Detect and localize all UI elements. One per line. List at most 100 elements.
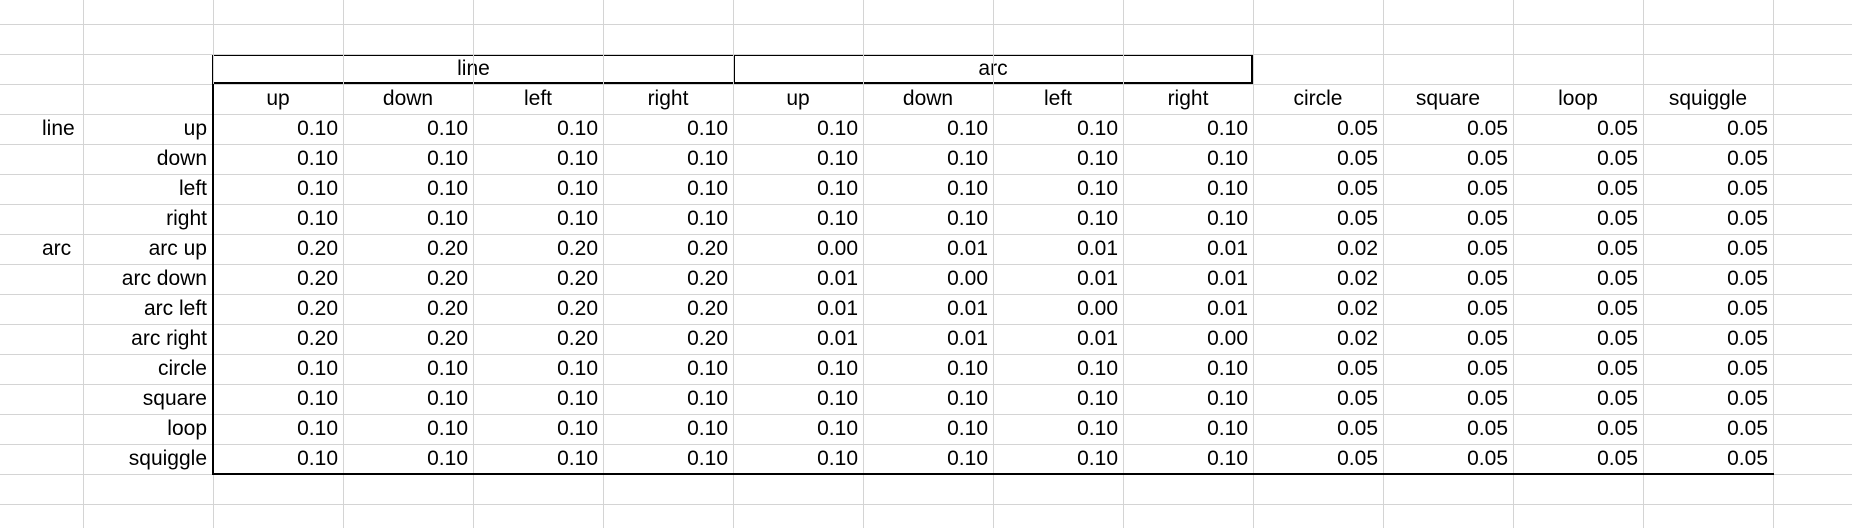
table-cell[interactable]: 0.05 — [1643, 234, 1773, 264]
column-header[interactable]: down — [863, 84, 993, 114]
table-cell[interactable]: 0.10 — [213, 354, 343, 384]
table-cell[interactable]: 0.10 — [343, 144, 473, 174]
table-cell[interactable]: 0.05 — [1383, 264, 1513, 294]
table-cell[interactable]: 0.05 — [1253, 114, 1383, 144]
table-cell[interactable]: 0.10 — [213, 174, 343, 204]
table-cell[interactable]: 0.10 — [863, 114, 993, 144]
table-cell[interactable]: 0.10 — [473, 354, 603, 384]
table-cell[interactable]: 0.10 — [1123, 384, 1253, 414]
column-header[interactable]: right — [603, 84, 733, 114]
table-cell[interactable]: 0.05 — [1253, 354, 1383, 384]
table-cell[interactable]: 0.01 — [993, 324, 1123, 354]
row-header[interactable]: left — [83, 174, 213, 204]
table-cell[interactable]: 0.20 — [213, 264, 343, 294]
table-cell[interactable]: 0.05 — [1513, 144, 1643, 174]
column-header[interactable]: loop — [1513, 84, 1643, 114]
table-cell[interactable]: 0.10 — [213, 444, 343, 474]
row-header[interactable]: circle — [83, 354, 213, 384]
table-cell[interactable]: 0.05 — [1643, 324, 1773, 354]
table-cell[interactable]: 0.00 — [993, 294, 1123, 324]
table-cell[interactable]: 0.05 — [1383, 114, 1513, 144]
table-cell[interactable]: 0.20 — [603, 294, 733, 324]
table-cell[interactable]: 0.10 — [603, 204, 733, 234]
table-cell[interactable]: 0.10 — [603, 414, 733, 444]
table-cell[interactable]: 0.10 — [213, 114, 343, 144]
table-cell[interactable]: 0.05 — [1383, 354, 1513, 384]
table-cell[interactable]: 0.10 — [213, 204, 343, 234]
table-cell[interactable]: 0.10 — [733, 444, 863, 474]
table-cell[interactable]: 0.20 — [473, 234, 603, 264]
column-header[interactable]: right — [1123, 84, 1253, 114]
column-header[interactable]: left — [473, 84, 603, 114]
column-header[interactable]: up — [733, 84, 863, 114]
table-cell[interactable]: 0.05 — [1513, 264, 1643, 294]
table-cell[interactable]: 0.10 — [343, 444, 473, 474]
table-cell[interactable]: 0.05 — [1513, 204, 1643, 234]
table-cell[interactable]: 0.01 — [733, 264, 863, 294]
table-cell[interactable]: 0.10 — [993, 114, 1123, 144]
table-cell[interactable]: 0.05 — [1643, 204, 1773, 234]
table-cell[interactable]: 0.05 — [1253, 144, 1383, 174]
table-cell[interactable]: 0.05 — [1643, 354, 1773, 384]
table-cell[interactable]: 0.10 — [863, 414, 993, 444]
table-cell[interactable]: 0.10 — [863, 204, 993, 234]
table-cell[interactable]: 0.05 — [1643, 444, 1773, 474]
column-header[interactable]: left — [993, 84, 1123, 114]
table-cell[interactable]: 0.20 — [343, 264, 473, 294]
table-cell[interactable]: 0.05 — [1253, 444, 1383, 474]
table-cell[interactable]: 0.10 — [603, 354, 733, 384]
table-cell[interactable]: 0.20 — [603, 264, 733, 294]
table-cell[interactable]: 0.05 — [1513, 114, 1643, 144]
table-cell[interactable]: 0.10 — [863, 144, 993, 174]
table-cell[interactable]: 0.10 — [733, 384, 863, 414]
table-cell[interactable]: 0.10 — [473, 444, 603, 474]
table-cell[interactable]: 0.20 — [343, 234, 473, 264]
row-group-label[interactable]: arc — [0, 234, 83, 264]
table-cell[interactable]: 0.05 — [1513, 384, 1643, 414]
table-cell[interactable]: 0.05 — [1643, 144, 1773, 174]
row-header[interactable]: right — [83, 204, 213, 234]
table-cell[interactable]: 0.05 — [1513, 444, 1643, 474]
table-cell[interactable]: 0.05 — [1253, 414, 1383, 444]
table-cell[interactable]: 0.05 — [1383, 294, 1513, 324]
table-cell[interactable]: 0.01 — [863, 234, 993, 264]
table-cell[interactable]: 0.05 — [1643, 264, 1773, 294]
table-cell[interactable]: 0.10 — [993, 204, 1123, 234]
table-cell[interactable]: 0.20 — [213, 294, 343, 324]
table-cell[interactable]: 0.05 — [1383, 204, 1513, 234]
table-cell[interactable]: 0.10 — [473, 114, 603, 144]
table-cell[interactable]: 0.10 — [1123, 444, 1253, 474]
table-cell[interactable]: 0.10 — [863, 174, 993, 204]
table-cell[interactable]: 0.20 — [603, 324, 733, 354]
table-cell[interactable]: 0.10 — [473, 414, 603, 444]
table-cell[interactable]: 0.05 — [1383, 444, 1513, 474]
column-header[interactable]: up — [213, 84, 343, 114]
table-cell[interactable]: 0.01 — [1123, 234, 1253, 264]
table-cell[interactable]: 0.05 — [1253, 204, 1383, 234]
table-cell[interactable]: 0.05 — [1643, 114, 1773, 144]
table-cell[interactable]: 0.10 — [473, 204, 603, 234]
table-cell[interactable]: 0.01 — [993, 264, 1123, 294]
table-cell[interactable]: 0.01 — [1123, 294, 1253, 324]
table-cell[interactable]: 0.10 — [603, 114, 733, 144]
table-cell[interactable]: 0.10 — [1123, 114, 1253, 144]
table-cell[interactable]: 0.10 — [733, 354, 863, 384]
table-cell[interactable]: 0.10 — [1123, 204, 1253, 234]
table-cell[interactable]: 0.05 — [1513, 324, 1643, 354]
table-cell[interactable]: 0.05 — [1513, 234, 1643, 264]
table-cell[interactable]: 0.20 — [603, 234, 733, 264]
row-header[interactable]: arc left — [83, 294, 213, 324]
table-cell[interactable]: 0.10 — [473, 174, 603, 204]
table-cell[interactable]: 0.10 — [343, 414, 473, 444]
table-cell[interactable]: 0.20 — [213, 234, 343, 264]
row-header[interactable]: down — [83, 144, 213, 174]
table-cell[interactable]: 0.05 — [1643, 294, 1773, 324]
table-cell[interactable]: 0.02 — [1253, 324, 1383, 354]
row-header[interactable]: arc down — [83, 264, 213, 294]
table-cell[interactable]: 0.10 — [733, 114, 863, 144]
table-cell[interactable]: 0.05 — [1513, 414, 1643, 444]
table-cell[interactable]: 0.20 — [343, 294, 473, 324]
table-cell[interactable]: 0.20 — [213, 324, 343, 354]
table-cell[interactable]: 0.10 — [733, 414, 863, 444]
